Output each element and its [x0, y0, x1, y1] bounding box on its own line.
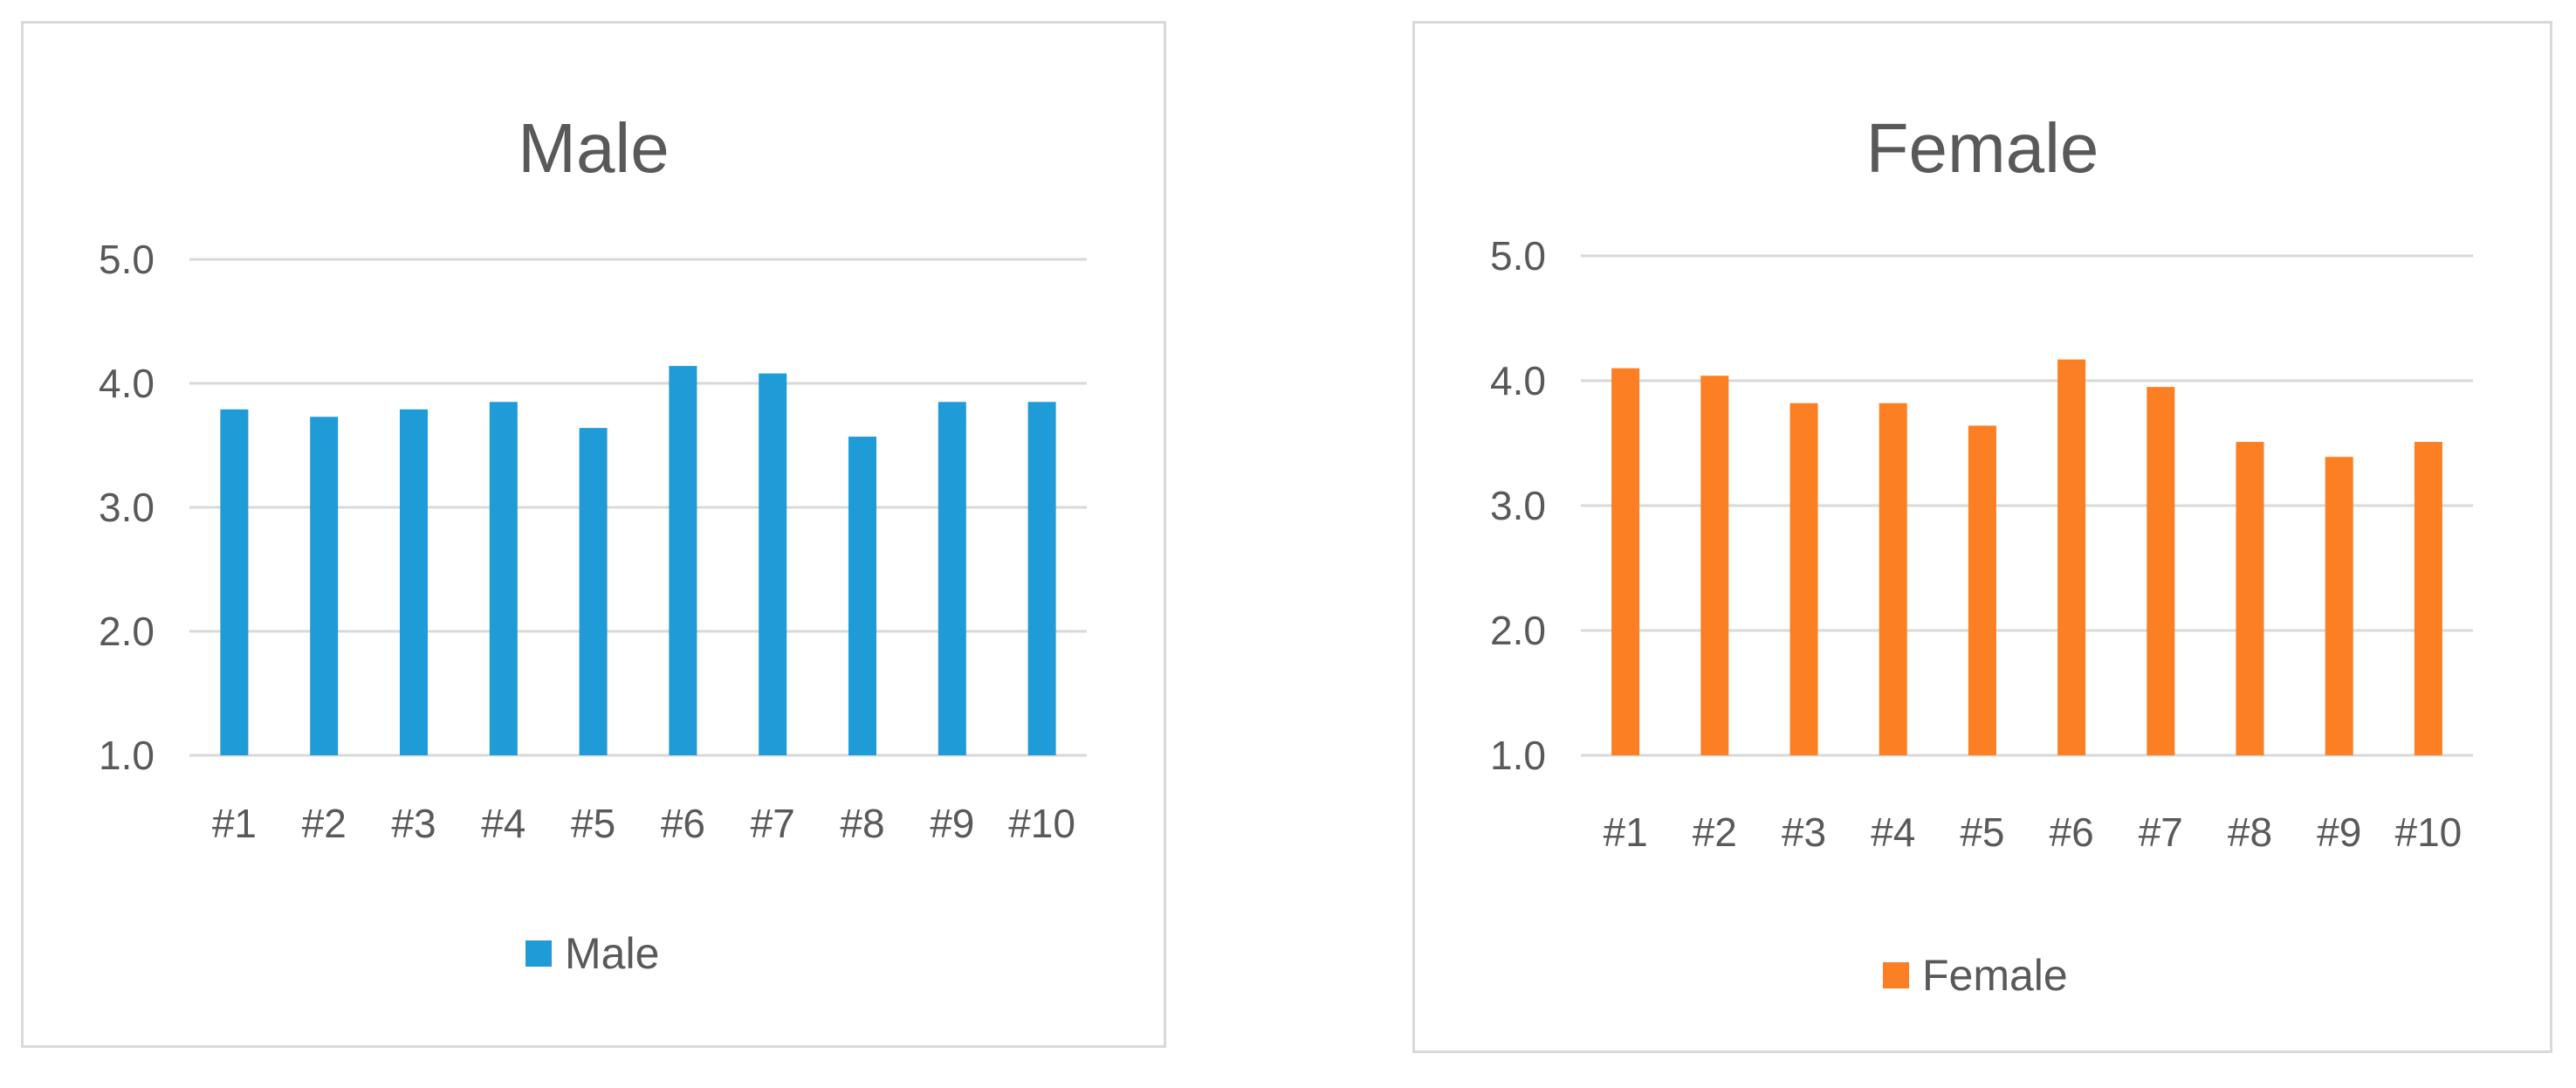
bar-n5 [1968, 425, 1996, 755]
x-axis-tick-labels: #1 #2 #3 #4 #5 #6 #7 #8 #9 #10 [212, 801, 1075, 846]
y-tick-label: 5.0 [1490, 233, 1546, 279]
x-tick-label: #8 [2228, 809, 2272, 855]
y-tick-label: 4.0 [99, 361, 155, 406]
y-tick-label: 5.0 [99, 237, 155, 282]
y-tick-label: 2.0 [99, 609, 155, 654]
bars [220, 366, 1056, 755]
bar-n2 [1700, 375, 1729, 755]
legend: Male [526, 929, 659, 978]
y-tick-label: 3.0 [1490, 483, 1546, 528]
legend-swatch [526, 940, 552, 967]
y-axis-tick-labels: 1.0 2.0 3.0 4.0 5.0 [1490, 233, 1546, 778]
legend: Female [1883, 951, 2068, 1000]
y-tick-label: 1.0 [1490, 733, 1546, 778]
y-tick-label: 2.0 [1490, 608, 1546, 653]
bar-n4 [489, 402, 518, 755]
bar-n6 [669, 366, 697, 755]
x-tick-label: #5 [571, 801, 615, 846]
bar-n9 [2325, 457, 2353, 755]
bar-n2 [310, 417, 339, 755]
gridlines [189, 258, 1087, 757]
x-tick-label: #2 [302, 801, 347, 846]
y-tick-label: 3.0 [99, 485, 155, 530]
x-tick-label: #10 [2395, 809, 2463, 855]
x-tick-label: #10 [1008, 801, 1075, 846]
bar-n7 [2147, 387, 2175, 755]
x-tick-label: #9 [930, 801, 974, 846]
y-tick-label: 1.0 [99, 733, 155, 778]
bar-n9 [938, 402, 966, 755]
y-axis-tick-labels: 1.0 2.0 3.0 4.0 5.0 [99, 237, 155, 778]
x-tick-label: #3 [1782, 809, 1826, 855]
bar-n8 [2236, 442, 2264, 755]
x-tick-label: #9 [2317, 809, 2361, 855]
bar-n4 [1879, 403, 1907, 755]
bar-n5 [579, 428, 608, 755]
x-tick-label: #6 [2050, 809, 2094, 855]
x-tick-label: #8 [840, 801, 884, 846]
x-tick-label: #7 [2139, 809, 2183, 855]
x-tick-label: #4 [1871, 809, 1915, 855]
chart-title: Male [518, 109, 669, 187]
bar-n7 [759, 373, 787, 755]
female-chart: Female 1.02.03.04.05.0 #1 #2 #3 #4 #5 #6 #7 #8 #… [1490, 109, 2473, 1000]
gridlines [1581, 254, 2473, 757]
bars [1611, 359, 2442, 755]
x-axis-tick-labels: #1 #2 #3 #4 #5 #6 #7 #8 #9 #10 [1604, 809, 2463, 855]
male-chart: Male 1.02.03.04.05.0 #1 #2 #3 #4 #5 #6 #7 #8 #9 #… [99, 109, 1087, 978]
y-tick-label: 4.0 [1490, 358, 1546, 403]
bar-n6 [2057, 359, 2086, 755]
legend-swatch [1883, 962, 1909, 988]
x-tick-label: #2 [1693, 809, 1737, 855]
legend-label: Male [565, 929, 659, 978]
bar-n1 [220, 409, 249, 755]
x-tick-label: #1 [1604, 809, 1648, 855]
chart-title: Female [1866, 109, 2099, 187]
x-tick-label: #5 [1960, 809, 2004, 855]
bar-n3 [400, 409, 428, 755]
x-tick-label: #7 [751, 801, 795, 846]
bar-n10 [2414, 442, 2442, 755]
male-chart-panel: Male 1.0 2.0 3.0 4.0 5.0 #1 #2 #3 #4 #5 #6 #7 #8 #9 #… [21, 21, 1166, 1048]
bar-n1 [1611, 368, 1640, 755]
x-tick-label: #1 [212, 801, 257, 846]
female-chart-panel: Female 1.0 2.0 3.0 4.0 5.0 #1 #2 #3 #4 #5 #6 #7 #8 #… [1412, 21, 2552, 1053]
bar-n8 [848, 437, 876, 755]
x-tick-label: #4 [481, 801, 526, 846]
bar-n10 [1027, 402, 1056, 755]
x-tick-label: #6 [661, 801, 705, 846]
x-tick-label: #3 [391, 801, 436, 846]
legend-label: Female [1922, 951, 2068, 1000]
bar-n3 [1789, 403, 1818, 755]
